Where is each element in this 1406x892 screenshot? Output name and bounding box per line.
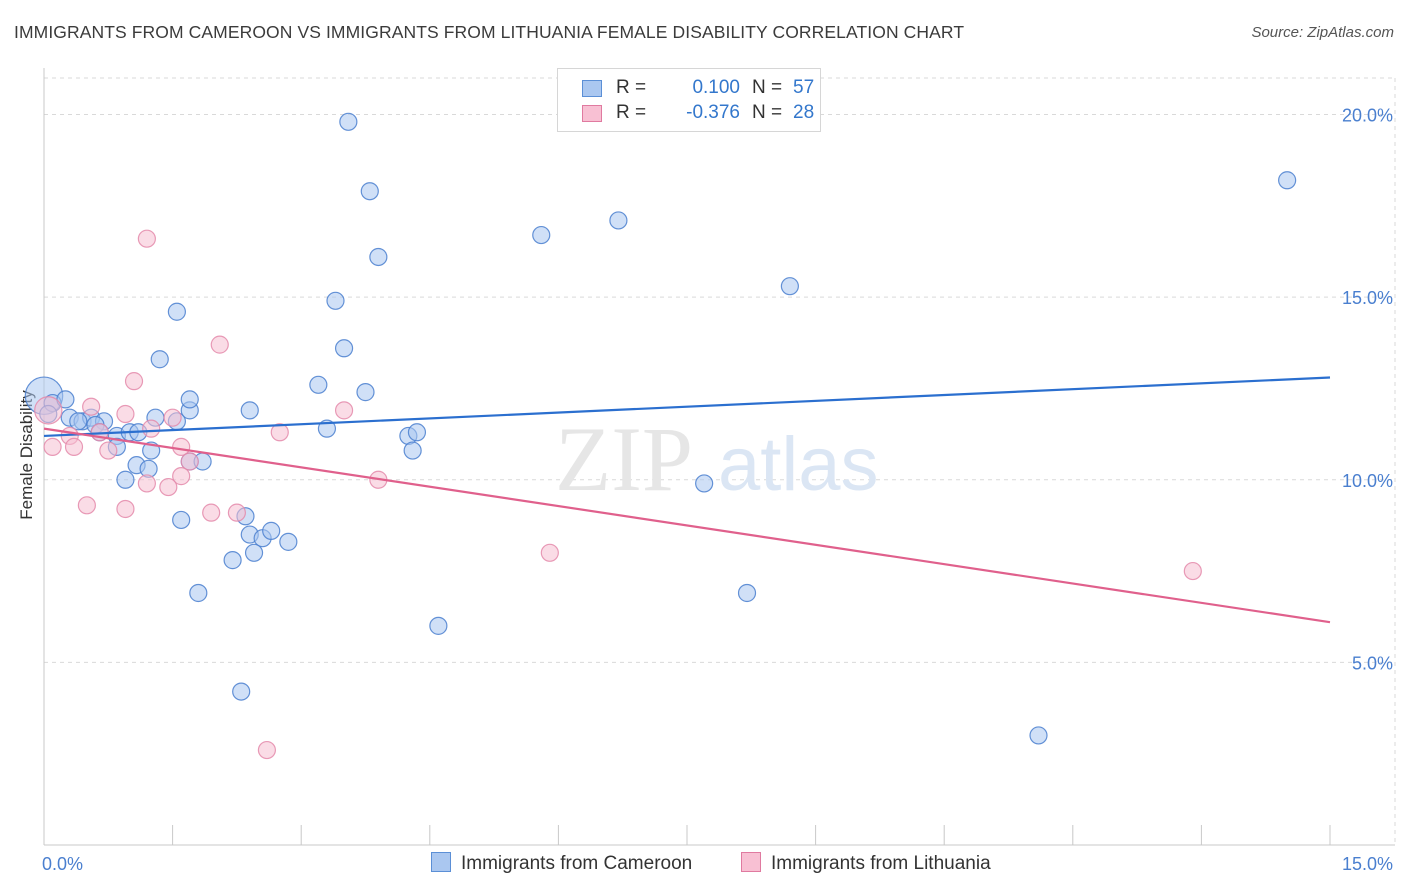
legend-r-value: 0.100 <box>692 77 740 98</box>
cameroon-point <box>150 350 169 369</box>
lithuania-point <box>172 467 191 486</box>
cameroon-point <box>326 291 345 310</box>
lithuania-point <box>82 397 101 416</box>
cameroon-point <box>167 302 186 321</box>
cameroon-point <box>1278 171 1297 190</box>
legend-swatch-cameroon <box>582 80 602 97</box>
cameroon-trend-line <box>43 376 1331 438</box>
lithuania-point <box>227 503 246 522</box>
y-tick-label: 5.0% <box>1352 653 1393 673</box>
cameroon-point <box>279 532 298 551</box>
cameroon-point <box>223 551 242 570</box>
lithuania-point <box>142 419 161 438</box>
cameroon-point <box>69 412 88 431</box>
lithuania-point <box>159 477 178 497</box>
legend-n-label: N = <box>752 77 783 98</box>
cameroon-point <box>189 583 208 603</box>
lithuania-point <box>210 335 229 354</box>
x-tick-label: 15.0% <box>1342 854 1393 874</box>
lithuania-point <box>99 441 118 460</box>
lithuania-point <box>43 437 62 456</box>
cameroon-point <box>317 419 337 438</box>
y-tick-label: 10.0% <box>1342 471 1393 491</box>
lithuania-point <box>116 499 135 519</box>
lithuania-point <box>540 543 559 562</box>
lithuania-point <box>124 372 144 391</box>
cameroon-point <box>403 441 422 460</box>
cameroon-point <box>240 401 259 420</box>
series-legend-lithuania: Immigrants from Lithuania <box>741 852 991 875</box>
legend-r-value: -0.376 <box>686 102 740 123</box>
legend-n-label: N = <box>752 102 783 123</box>
cameroon-point <box>262 521 281 540</box>
tick-labels: 5.0% 10.0% 15.0% 20.0% 0.0% 15.0% <box>42 106 1393 874</box>
lithuania-point <box>77 496 96 515</box>
source-label: Source: ZipAtlas.com <box>1251 24 1394 41</box>
cameroon-point <box>244 543 264 562</box>
lithuania-point <box>34 396 63 425</box>
y-tick-label: 20.0% <box>1342 106 1393 126</box>
cameroon-point <box>356 383 375 402</box>
lithuania-point <box>1183 561 1202 581</box>
legend-r-label: R = <box>616 77 647 98</box>
legend-swatch-lithuania <box>582 105 602 122</box>
cameroon-point <box>334 339 354 358</box>
cameroon-point <box>116 470 135 489</box>
cameroon-point <box>232 682 251 701</box>
cameroon-point <box>695 474 714 493</box>
lithuania-point <box>257 740 277 760</box>
series-label-cameroon: Immigrants from Cameroon <box>461 853 693 874</box>
axes <box>43 68 1395 846</box>
chart-title: IMMIGRANTS FROM CAMEROON VS IMMIGRANTS F… <box>14 22 965 42</box>
cameroon-point <box>180 390 199 409</box>
series-swatch-lithuania <box>741 852 761 872</box>
lithuania-point <box>137 474 156 493</box>
y-tick-label: 15.0% <box>1342 288 1393 308</box>
cameroon-point <box>339 112 358 131</box>
lithuania-trend-line <box>43 427 1331 624</box>
watermark: ZIP atlas <box>555 408 879 510</box>
cameroon-point <box>609 211 628 230</box>
series-label-lithuania: Immigrants from Lithuania <box>771 853 991 874</box>
cameroon-point <box>429 616 448 635</box>
lithuania-point <box>163 408 182 427</box>
cameroon-point <box>360 182 379 201</box>
cameroon-point <box>172 510 191 530</box>
cameroon-point <box>532 225 551 245</box>
lithuania-point <box>180 452 199 471</box>
cameroon-point <box>737 583 757 603</box>
cameroon-point <box>407 423 427 442</box>
watermark-atlas: atlas <box>718 422 879 507</box>
lithuania-point <box>270 423 289 442</box>
cameroon-point <box>369 247 388 267</box>
x-tick-label: 0.0% <box>42 854 83 874</box>
lithuania-point <box>64 437 84 456</box>
legend-n-value: 28 <box>793 102 815 123</box>
lithuania-point <box>116 404 135 424</box>
series-legend-cameroon: Immigrants from Cameroon <box>431 852 692 875</box>
series-swatch-cameroon <box>431 852 451 872</box>
lithuania-point <box>137 229 156 248</box>
cameroon-point <box>309 375 328 394</box>
trend-lines <box>43 376 1331 624</box>
legend-r-label: R = <box>616 102 647 123</box>
cameroon-point <box>780 277 799 296</box>
lithuania-point <box>334 401 354 420</box>
watermark-zip: ZIP <box>555 408 693 510</box>
correlation-legend: R = 0.100 N = 57 R = -0.376 N = 28 <box>557 68 821 132</box>
lithuania-point <box>202 503 221 522</box>
cameroon-point <box>1029 726 1048 745</box>
legend-n-value: 57 <box>793 77 815 98</box>
